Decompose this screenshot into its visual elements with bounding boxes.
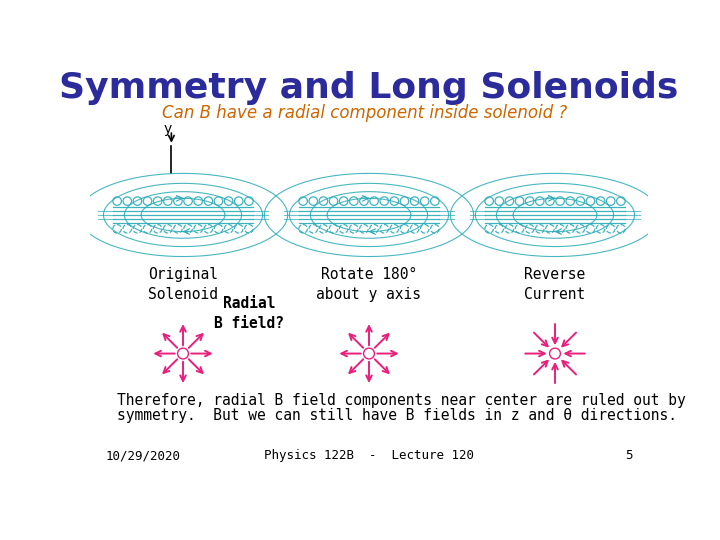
Text: Rotate 180°
about y axis: Rotate 180° about y axis [317,267,421,302]
Text: Radial
B field?: Radial B field? [214,296,284,330]
Text: 10/29/2020: 10/29/2020 [106,449,181,462]
Text: Physics 122B  -  Lecture 120: Physics 122B - Lecture 120 [264,449,474,462]
Circle shape [178,348,189,359]
Text: symmetry.  But we can still have B fields in z and θ directions.: symmetry. But we can still have B fields… [117,408,677,423]
Text: Original
Solenoid: Original Solenoid [148,267,218,302]
Text: Therefore, radial B field components near center are ruled out by: Therefore, radial B field components nea… [117,393,686,408]
Circle shape [549,348,560,359]
Text: y: y [163,123,171,137]
Circle shape [364,348,374,359]
Text: Can B have a radial component inside solenoid ?: Can B have a radial component inside sol… [163,104,568,122]
Text: 5: 5 [625,449,632,462]
Text: Reverse
Current: Reverse Current [524,267,585,302]
Text: Symmetry and Long Solenoids: Symmetry and Long Solenoids [59,71,679,105]
